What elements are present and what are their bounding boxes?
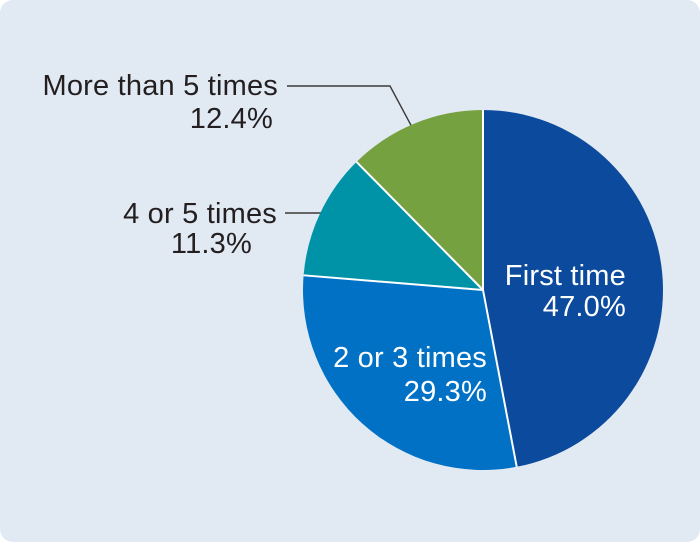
slice-value-4-or-5-times: 11.3%: [170, 228, 252, 260]
slice-label-2-or-3-times-text: 2 or 3 times: [333, 342, 487, 374]
slice-divider: [482, 289, 518, 467]
slice-label-more-than-5-times: More than 5 times: [42, 70, 278, 102]
pie-slice-4-or-5-times: [303, 161, 483, 290]
pie-slice-more-than-5-times: [356, 110, 483, 290]
pie-slice-2-or-3-times: [302, 275, 517, 470]
slice-label-2-or-3-times: 2 or 3 times 29.3%: [333, 341, 487, 409]
slice-value-first-time: 47.0%: [542, 291, 626, 323]
pie-chart: [302, 110, 663, 470]
slice-label-4-or-5-times: 4 or 5 times: [123, 198, 277, 230]
slice-label-first-time-text: First time: [504, 260, 626, 292]
slice-label-first-time: First time 47.0%: [505, 261, 626, 323]
pie-slice-first-time: [483, 110, 663, 467]
slice-divider: [355, 161, 484, 291]
slice-divider: [303, 274, 484, 291]
slice-value-2-or-3-times: 29.3%: [403, 376, 487, 408]
slice-value-more-than-5-times: 12.4%: [189, 103, 273, 135]
